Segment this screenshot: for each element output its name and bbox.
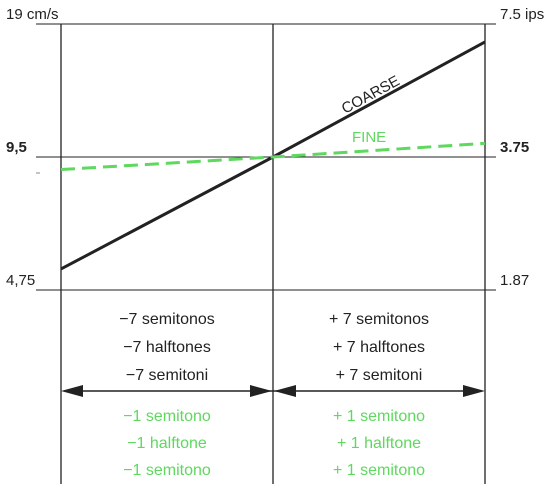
fine-left-label-2: −1 semitono (123, 462, 211, 479)
arrow-head-right (463, 385, 485, 397)
coarse-left-label-2: −7 semitoni (126, 367, 208, 384)
right-tick-label-1: 3.75 (500, 139, 529, 156)
fine-left-label-0: −1 semitono (123, 408, 211, 425)
coarse-left-label-0: −7 semitonos (119, 311, 215, 328)
left-tick-label-0: 19 cm/s (6, 6, 59, 23)
semitone-table: −7 semitonos −7 halftones −7 semitoni + 7 s… (119, 311, 429, 479)
fine-right-label-0: + 1 semitono (333, 408, 425, 425)
chart-grid (36, 23, 496, 484)
range-arrow (61, 385, 485, 397)
coarse-right-label-2: + 7 semitoni (336, 367, 423, 384)
arrow-head-center-left (250, 385, 272, 397)
fine-left-label-1: −1 halftone (127, 435, 207, 452)
series-line-fine (60, 141, 486, 172)
left-tick-label-2: 4,75 (6, 272, 35, 289)
coarse-right-label-0: + 7 semitonos (329, 311, 429, 328)
fine-right-label-2: + 1 semitono (333, 462, 425, 479)
coarse-right-label-1: + 7 halftones (333, 339, 425, 356)
left-tick-label-1: 9,5 (6, 139, 27, 156)
series-label-fine: FINE (352, 129, 386, 146)
right-tick-label-2: 1.87 (500, 272, 529, 289)
coarse-left-label-1: −7 halftones (123, 339, 211, 356)
fine-right-label-1: + 1 halftone (337, 435, 421, 452)
arrow-head-center-right (274, 385, 296, 397)
y-tick-labels: 19 cm/s 9,5 4,75 7.5 ips 3.75 1.87 (6, 6, 544, 289)
series-label-coarse: COARSE (339, 72, 403, 117)
right-tick-label-0: 7.5 ips (500, 6, 544, 23)
arrow-head-left (61, 385, 83, 397)
